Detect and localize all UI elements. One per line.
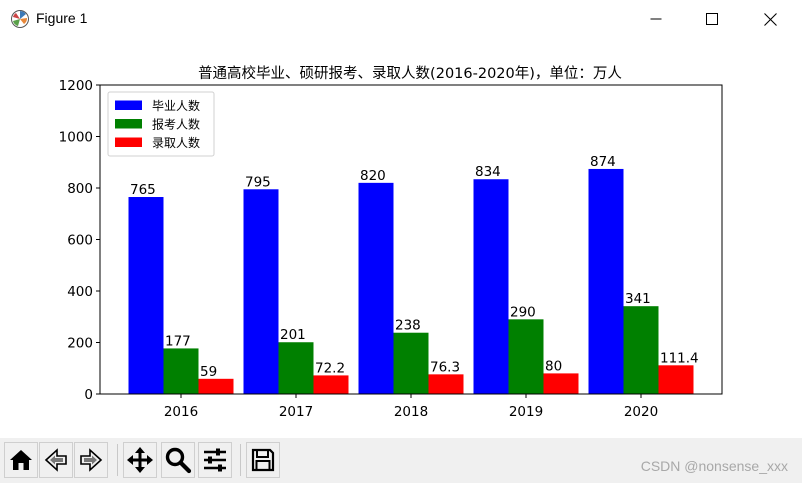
legend-label: 录取人数	[152, 135, 200, 150]
bar-1-2020	[588, 168, 624, 394]
bar-labels-group: 765 177 59 795 201 72.2 820 238 76.3 834 290 80 874 3…	[130, 154, 699, 380]
legend-label: 报考人数	[152, 117, 200, 132]
bar-value-label: 795	[245, 174, 271, 190]
bar-3-2018	[428, 374, 464, 394]
bar-value-label: 59	[200, 364, 217, 380]
x-tick-label: 2018	[394, 404, 428, 420]
close-icon	[763, 12, 777, 26]
bar-value-label: 341	[625, 291, 651, 307]
bar-2-2018	[393, 332, 429, 394]
chart-title: 普通高校毕业、硕研报考、录取人数(2016-2020年)，单位：万人	[198, 65, 622, 82]
bars-group	[128, 168, 694, 394]
x-tick-label: 2017	[279, 404, 313, 420]
bar-1-2016	[128, 197, 164, 394]
bar-3-2019	[543, 373, 579, 394]
x-tick-label: 2016	[164, 404, 198, 420]
forward-button[interactable]	[74, 442, 108, 478]
bar-value-label: 290	[510, 304, 536, 320]
bar-value-label: 111.4	[660, 350, 699, 366]
y-tick-label: 200	[67, 336, 93, 352]
toolbar-separator	[117, 444, 118, 476]
configure-subplots-icon	[204, 448, 226, 472]
bar-value-label: 834	[475, 164, 501, 180]
save-icon	[251, 448, 275, 472]
figure-canvas: 普通高校毕业、硕研报考、录取人数(2016-2020年)，单位：万人 765 17…	[0, 38, 802, 438]
matplotlib-logo-icon	[11, 10, 29, 28]
y-axis: 0 200 400 600 800 1000 1200	[59, 78, 100, 403]
home-button[interactable]	[4, 442, 38, 478]
bar-value-label: 80	[545, 358, 562, 374]
minimize-icon	[650, 18, 662, 20]
save-button[interactable]	[246, 442, 280, 478]
window-titlebar: Figure 1	[0, 0, 802, 38]
x-tick-label: 2020	[624, 404, 658, 420]
pan-icon	[127, 447, 153, 473]
back-button[interactable]	[39, 442, 73, 478]
y-tick-label: 600	[67, 233, 93, 249]
bar-value-label: 76.3	[430, 359, 460, 375]
watermark: CSDN @nonsense_xxx	[640, 458, 788, 474]
zoom-button[interactable]	[161, 442, 195, 478]
legend-swatch	[115, 119, 142, 129]
y-tick-label: 1200	[59, 78, 93, 94]
bar-2-2019	[508, 319, 544, 394]
y-tick-label: 400	[67, 284, 93, 300]
x-axis: 2016 2017 2018 2019 2020	[164, 394, 658, 420]
bar-1-2019	[473, 179, 509, 394]
y-tick-label: 800	[67, 181, 93, 197]
legend-label: 毕业人数	[152, 98, 200, 113]
maximize-button[interactable]	[689, 0, 735, 38]
back-icon	[44, 448, 67, 472]
bar-value-label: 874	[590, 154, 616, 170]
bar-chart: 普通高校毕业、硕研报考、录取人数(2016-2020年)，单位：万人 765 17…	[59, 65, 723, 420]
configure-subplots-button[interactable]	[198, 442, 232, 478]
y-tick-label: 0	[84, 387, 93, 403]
x-tick-label: 2019	[509, 404, 543, 420]
legend-swatch	[115, 100, 142, 110]
bar-2-2017	[278, 342, 314, 394]
bar-value-label: 177	[165, 333, 191, 349]
forward-icon	[80, 448, 103, 472]
bar-value-label: 820	[360, 168, 386, 184]
bar-value-label: 238	[395, 318, 421, 334]
zoom-icon	[165, 447, 192, 474]
plot-frame	[99, 84, 723, 395]
home-icon	[10, 450, 32, 470]
maximize-icon	[706, 13, 718, 25]
bar-3-2016	[198, 378, 234, 394]
close-button[interactable]	[747, 0, 793, 38]
bar-1-2017	[243, 189, 279, 394]
pan-button[interactable]	[123, 442, 157, 478]
bar-value-label: 765	[130, 182, 156, 198]
bar-3-2020	[658, 365, 694, 394]
bar-1-2018	[358, 182, 394, 394]
bar-2-2020	[623, 306, 659, 394]
bar-2-2016	[163, 348, 199, 394]
window-title: Figure 1	[36, 10, 88, 26]
bar-3-2017	[313, 375, 349, 394]
legend-swatch	[115, 137, 142, 147]
navigation-toolbar	[0, 438, 802, 483]
y-tick-label: 1000	[59, 130, 93, 146]
minimize-button[interactable]	[633, 0, 679, 38]
toolbar-separator	[240, 444, 241, 476]
bar-value-label: 72.2	[315, 360, 345, 376]
bar-value-label: 201	[280, 327, 306, 343]
